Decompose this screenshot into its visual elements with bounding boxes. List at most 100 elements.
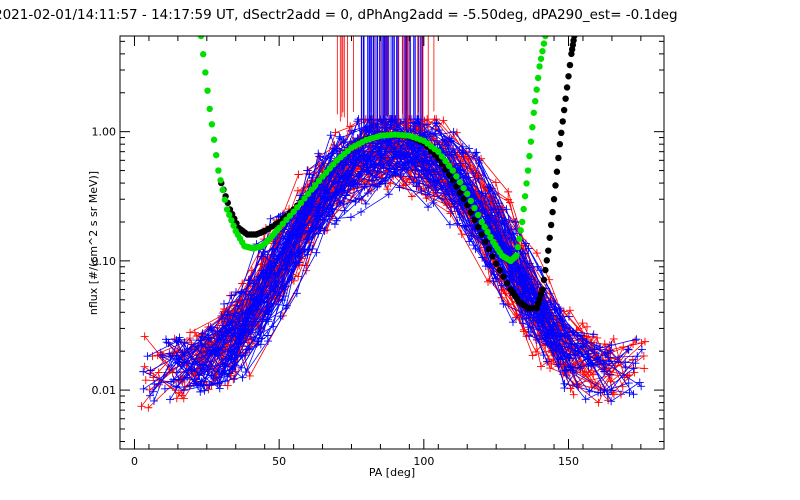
black-fit-point [565, 73, 572, 80]
blue-trace-marker [484, 197, 493, 206]
blue-trace-marker [373, 168, 382, 177]
y-tick-label: 0.10 [92, 255, 117, 268]
black-fit-point [482, 238, 489, 246]
red-trace-marker [294, 170, 303, 179]
blue-trace-line [178, 124, 571, 372]
green-fit-point [221, 196, 229, 203]
red-trace-marker [430, 115, 439, 124]
blue-trace-marker [549, 329, 558, 338]
x-tick-label: 50 [272, 455, 286, 468]
black-fit-point [539, 286, 546, 293]
blue-trace-marker [465, 237, 474, 246]
black-fit-point [571, 36, 578, 40]
blue-trace-marker [568, 366, 577, 375]
blue-trace-marker [504, 225, 513, 234]
blue-trace-marker [282, 301, 291, 310]
red-trace-marker [223, 381, 232, 390]
blue-trace-marker [526, 327, 535, 336]
blue-trace-marker [560, 366, 569, 375]
blue-trace-marker [359, 161, 368, 170]
blue-trace-marker [523, 311, 532, 320]
green-fit-point [513, 252, 520, 259]
green-fit-point [542, 36, 549, 40]
blue-trace-marker [384, 161, 393, 170]
blue-trace-marker [204, 333, 213, 342]
black-fit-point [445, 171, 453, 179]
green-fit-point [294, 204, 301, 211]
blue-trace-marker [238, 287, 247, 296]
green-fit-point [533, 86, 540, 93]
y-tick-label: 0.01 [92, 384, 117, 397]
black-fit-point [485, 245, 493, 253]
green-fit-point [532, 97, 539, 105]
blue-trace-marker [504, 247, 513, 256]
blue-trace-marker [278, 277, 287, 286]
green-fit-point [230, 222, 237, 229]
black-fit-point [556, 140, 564, 148]
plot-data-layer [137, 36, 649, 412]
x-tick-label: 100 [413, 455, 434, 468]
blue-trace-marker [263, 250, 272, 259]
black-fit-point [474, 223, 482, 231]
blue-trace-marker [361, 125, 370, 134]
blue-trace-marker [173, 358, 182, 367]
red-trace-marker [587, 383, 596, 392]
red-trace-marker [245, 371, 254, 380]
blue-trace-marker [384, 190, 393, 199]
green-fit-point [228, 217, 235, 224]
red-trace-marker [578, 319, 587, 328]
blue-trace-marker [478, 206, 487, 215]
blue-trace-marker [335, 132, 344, 141]
blue-trace-marker [607, 340, 616, 349]
blue-trace-marker [254, 328, 263, 337]
blue-trace-marker [315, 224, 324, 233]
blue-trace-marker [486, 183, 495, 192]
blue-trace-marker [589, 330, 598, 339]
blue-trace-marker [430, 181, 439, 190]
blue-trace-marker [270, 261, 279, 270]
green-fit-point [312, 181, 319, 189]
blue-trace-marker [188, 360, 197, 369]
blue-trace-marker [303, 166, 312, 175]
blue-trace-marker [448, 188, 457, 197]
blue-trace-marker [302, 202, 311, 211]
blue-trace-marker [246, 330, 255, 339]
blue-trace-marker [478, 253, 487, 262]
red-trace-marker [640, 364, 649, 373]
blue-trace-marker [573, 347, 582, 356]
blue-trace-marker [183, 373, 192, 382]
red-trace-marker [407, 192, 416, 201]
x-tick-label: 0 [131, 455, 138, 468]
black-fit-point [566, 61, 574, 69]
black-fit-point [563, 84, 571, 91]
plot-frame [119, 35, 665, 450]
red-trace-marker [137, 402, 146, 411]
blue-trace-marker [535, 316, 544, 325]
green-fit-point [453, 173, 460, 180]
blue-trace-marker [271, 283, 280, 292]
green-fit-point [527, 138, 535, 145]
blue-trace-marker [424, 184, 433, 193]
blue-trace-marker [207, 326, 216, 335]
blue-trace-marker [346, 213, 355, 222]
red-trace-marker [506, 198, 515, 207]
blue-trace-marker [520, 276, 529, 285]
blue-trace-marker [594, 388, 603, 397]
blue-trace-marker [259, 247, 268, 256]
blue-trace-marker [139, 367, 148, 376]
blue-trace-marker [578, 334, 587, 343]
black-fit-point [545, 247, 552, 254]
black-fit-point [540, 276, 548, 284]
red-trace-marker [589, 370, 598, 379]
blue-trace-marker [396, 170, 405, 179]
black-fit-point [503, 279, 511, 287]
blue-trace-marker [257, 298, 266, 307]
blue-trace-marker [508, 318, 517, 327]
blue-trace-marker [593, 355, 602, 364]
blue-error-bars [361, 36, 423, 141]
green-fit-point [226, 211, 233, 219]
blue-trace-marker [230, 374, 239, 383]
blue-trace-marker [624, 345, 633, 354]
blue-trace-marker [353, 117, 362, 126]
